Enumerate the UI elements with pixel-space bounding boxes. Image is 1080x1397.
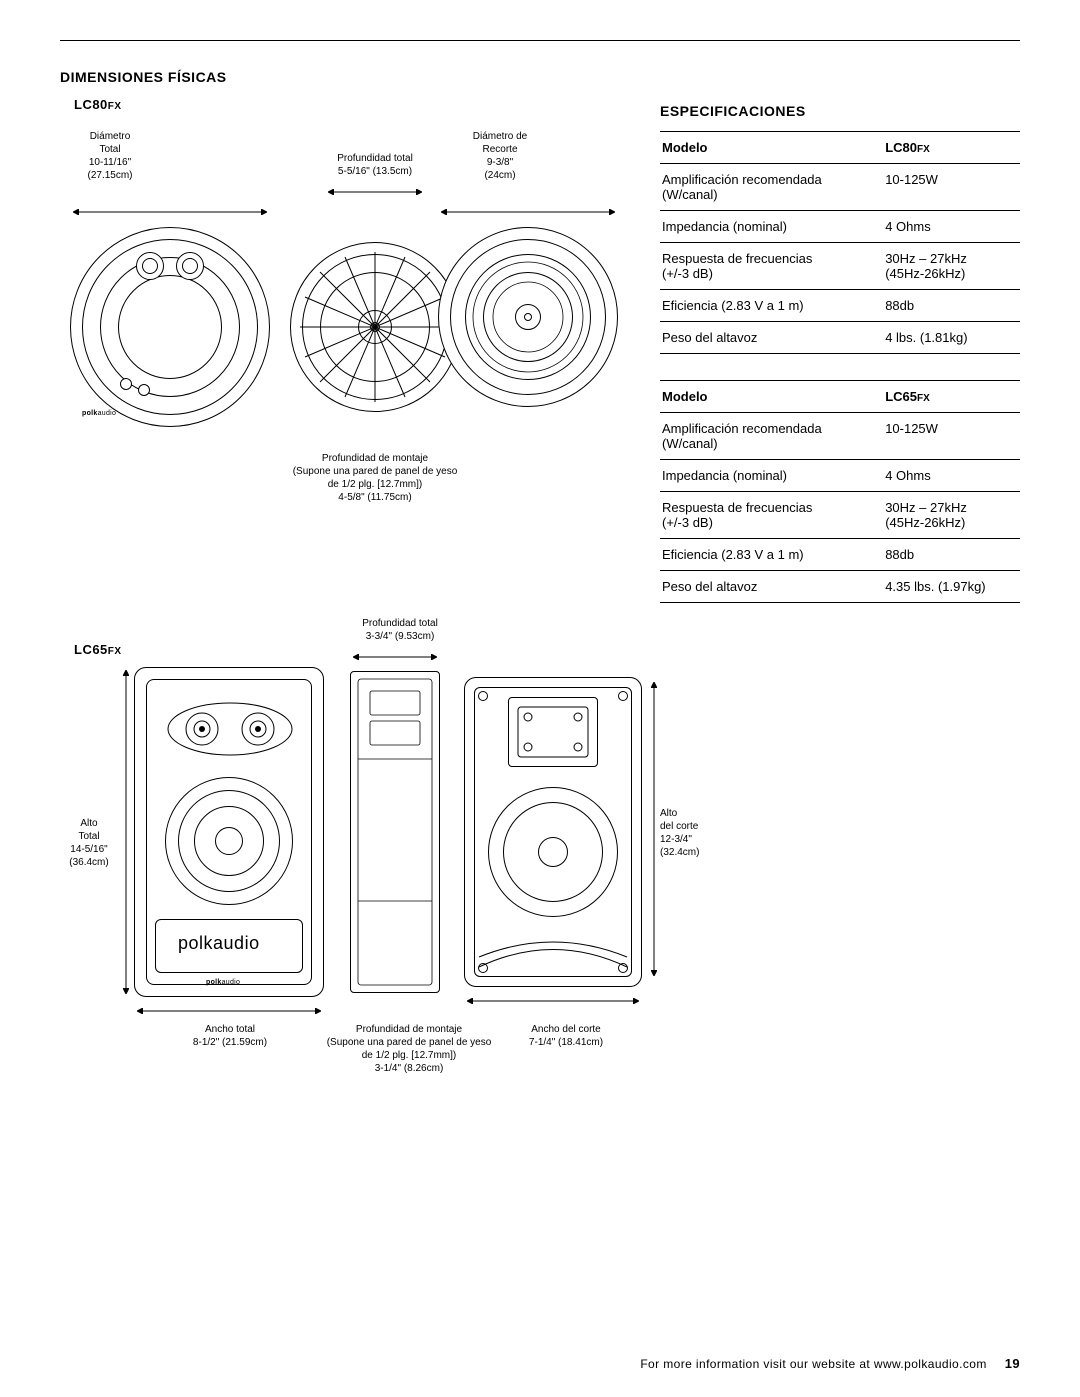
spec-row-value: 88db	[883, 290, 1020, 322]
spec-header-lc80: LC80FX	[883, 132, 1020, 164]
lc65-diagram: Profundidad total 3-3/4" (9.53cm) Alto T…	[60, 667, 620, 1147]
spec-row-value: 88db	[883, 539, 1020, 571]
spec-row-value: 4.35 lbs. (1.97kg)	[883, 571, 1020, 603]
spec-row-value: 4 Ohms	[883, 460, 1020, 492]
lc65-cutout-height-label: Alto del corte 12-3/4" (32.4cm)	[660, 807, 740, 859]
lc80-depth-total-label: Profundidad total 5-5/16" (13.5cm)	[315, 152, 435, 178]
lc80-diagram: Diámetro Total 10-11/16" (27.15cm) Profu…	[60, 122, 620, 552]
lc65-height-total-label: Alto Total 14-5/16" (36.4cm)	[54, 817, 124, 869]
lc80-mounting-depth-label: Profundidad de montaje (Supone una pared…	[260, 452, 490, 504]
lc80-diameter-total-label: Diámetro Total 10-11/16" (27.15cm)	[60, 130, 160, 182]
spec-row-label: Impedancia (nominal)	[660, 460, 883, 492]
lc80-model-label: LC80FX	[74, 97, 620, 112]
lc65-width-total-label: Ancho total 8-1/2" (21.59cm)	[170, 1023, 290, 1049]
spec-row-label: Amplificación recomendada (W/canal)	[660, 164, 883, 211]
spec-row-value: 10-125W	[883, 164, 1020, 211]
spec-row-value: 4 lbs. (1.81kg)	[883, 322, 1020, 354]
spec-table-lc80: Modelo LC80FX Amplificación recomendada …	[660, 131, 1020, 354]
page-footer: For more information visit our website a…	[60, 1356, 1020, 1371]
spec-header-lc65: LC65FX	[883, 381, 1020, 413]
spec-row-label: Eficiencia (2.83 V a 1 m)	[660, 539, 883, 571]
lc65-depth-total-label: Profundidad total 3-3/4" (9.53cm)	[340, 617, 460, 643]
spec-row-label: Amplificación recomendada (W/canal)	[660, 413, 883, 460]
lc65-cutout-width-label: Ancho del corte 7-1/4" (18.41cm)	[506, 1023, 626, 1049]
brand-on-speaker: polkaudio	[178, 933, 260, 954]
lc65-model-label: LC65FX	[74, 642, 620, 657]
spec-header-model: Modelo	[660, 381, 883, 413]
spec-row-label: Peso del altavoz	[660, 571, 883, 603]
spec-row-value: 4 Ohms	[883, 211, 1020, 243]
brand-small-2: polkaudio	[206, 979, 240, 986]
lc65-mounting-depth-label: Profundidad de montaje (Supone una pared…	[314, 1023, 504, 1075]
spec-row-label: Impedancia (nominal)	[660, 211, 883, 243]
page-number: 19	[1005, 1356, 1020, 1371]
specs-title: ESPECIFICACIONES	[660, 103, 1020, 119]
spec-row-label: Peso del altavoz	[660, 322, 883, 354]
dimensions-title: DIMENSIONES FÍSICAS	[60, 69, 620, 85]
spec-row-label: Respuesta de frecuencias (+/-3 dB)	[660, 492, 883, 539]
spec-row-label: Respuesta de frecuencias (+/-3 dB)	[660, 243, 883, 290]
spec-row-value: 10-125W	[883, 413, 1020, 460]
spec-row-value: 30Hz – 27kHz (45Hz-26kHz)	[883, 492, 1020, 539]
lc80-cutout-diameter-label: Diámetro de Recorte 9-3/8" (24cm)	[450, 130, 550, 182]
footer-text: For more information visit our website a…	[640, 1357, 986, 1371]
spec-row-label: Eficiencia (2.83 V a 1 m)	[660, 290, 883, 322]
brand-small-1: polkaudio	[82, 410, 116, 417]
spec-table-lc65: Modelo LC65FX Amplificación recomendada …	[660, 380, 1020, 603]
spec-header-model: Modelo	[660, 132, 883, 164]
spec-row-value: 30Hz – 27kHz (45Hz-26kHz)	[883, 243, 1020, 290]
